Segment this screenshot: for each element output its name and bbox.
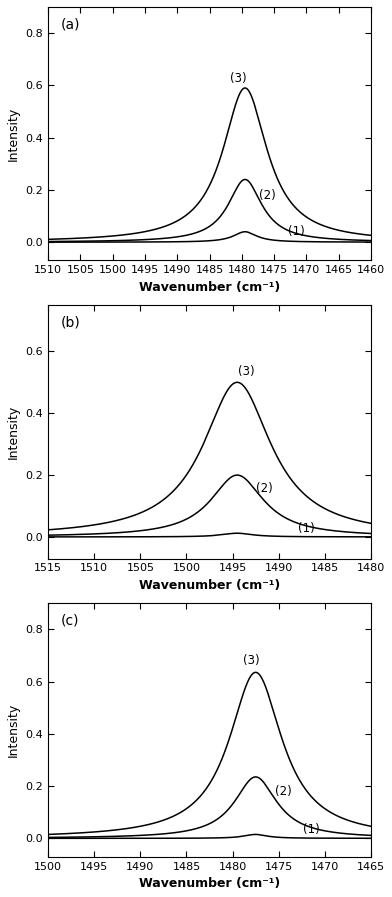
Y-axis label: Intensity: Intensity (7, 107, 20, 161)
Text: (a): (a) (61, 17, 80, 31)
Y-axis label: Intensity: Intensity (7, 702, 20, 757)
X-axis label: Wavenumber (cm⁻¹): Wavenumber (cm⁻¹) (139, 877, 280, 890)
Text: (1): (1) (288, 225, 305, 239)
X-axis label: Wavenumber (cm⁻¹): Wavenumber (cm⁻¹) (139, 579, 280, 592)
X-axis label: Wavenumber (cm⁻¹): Wavenumber (cm⁻¹) (139, 281, 280, 294)
Text: (2): (2) (259, 188, 276, 202)
Text: (c): (c) (61, 614, 80, 627)
Text: (3): (3) (238, 365, 255, 378)
Text: (2): (2) (256, 483, 273, 495)
Text: (2): (2) (275, 785, 292, 797)
Text: (1): (1) (298, 522, 315, 535)
Text: (3): (3) (230, 73, 247, 85)
Text: (b): (b) (61, 315, 81, 329)
Text: (1): (1) (303, 823, 319, 836)
Text: (3): (3) (243, 654, 260, 667)
Y-axis label: Intensity: Intensity (7, 405, 20, 459)
